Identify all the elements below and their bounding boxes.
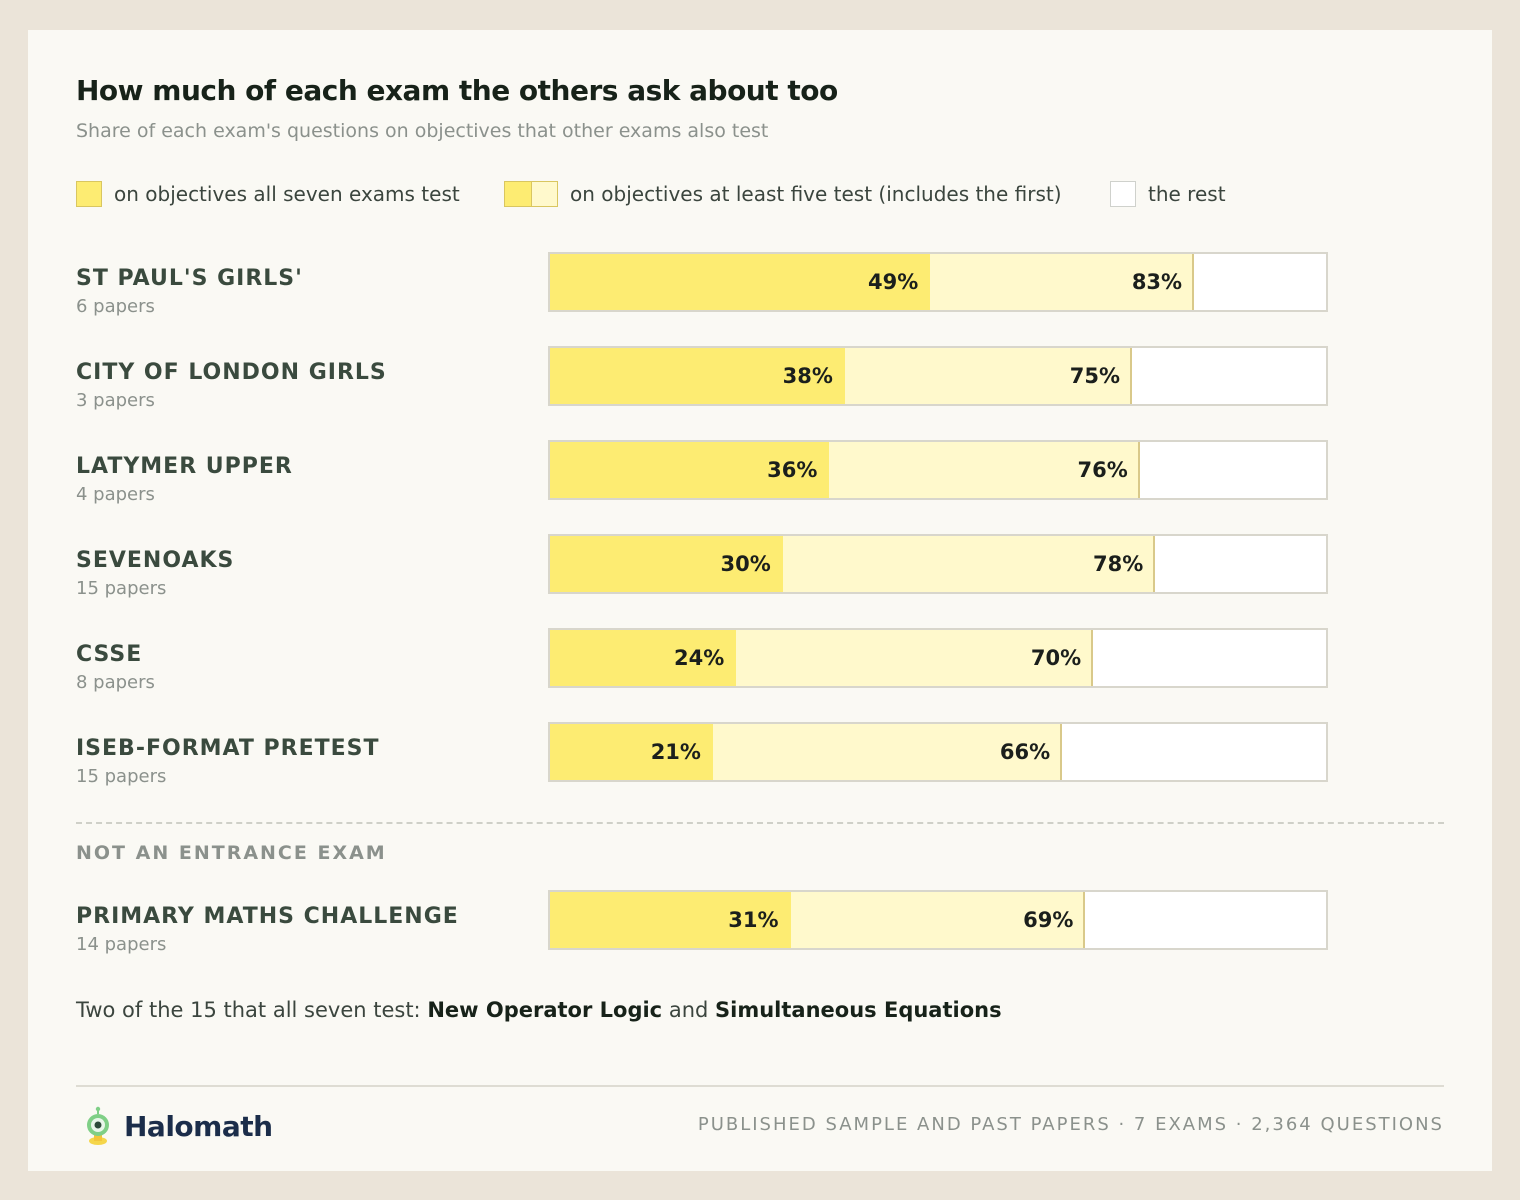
bar-track: 21% 66% (548, 722, 1328, 782)
data-label-all: 24% (673, 646, 725, 670)
data-label-five: 78% (1093, 552, 1144, 576)
data-label-all: 36% (767, 458, 818, 482)
bar-row-primary-maths-challenge: PRIMARY MATHS CHALLENGE 14 papers 31% 69% (76, 890, 1328, 964)
brand-logo: Halomath (82, 1106, 273, 1146)
row-paper-count: 4 papers (76, 484, 155, 505)
row-label: ISEB-FORMAT PRETEST (76, 736, 380, 761)
legend-label-all: on objectives all seven exams test (114, 182, 460, 206)
row-paper-count: 8 papers (76, 672, 155, 693)
footer-meta: PUBLISHED SAMPLE AND PAST PAPERS · 7 EXA… (697, 1114, 1444, 1135)
data-label-all: 49% (867, 270, 919, 294)
chart-card: How much of each exam the others ask abo… (28, 30, 1492, 1171)
legend-item-rest: the rest (1110, 180, 1226, 208)
bar-row-city-of-london-girls: CITY OF LONDON GIRLS 3 papers 38% 75% (76, 346, 1328, 420)
bar-segment-all (550, 254, 931, 310)
footnote-prefix: Two of the 15 that all seven test: (76, 998, 421, 1022)
bar-row-iseb-format-pretest: ISEB-FORMAT PRETEST 15 papers 21% 66% (76, 722, 1328, 796)
row-paper-count: 15 papers (76, 766, 167, 787)
row-label: CITY OF LONDON GIRLS (76, 360, 387, 385)
data-label-five: 70% (1030, 646, 1082, 670)
bar-track: 36% 76% (548, 440, 1328, 500)
data-label-five: 83% (1131, 270, 1183, 294)
row-paper-count: 14 papers (76, 934, 167, 955)
footnote-item-2: Simultaneous Equations (715, 998, 1002, 1022)
footnote-item-1: New Operator Logic (427, 998, 663, 1022)
bar-row-csse: CSSE 8 papers 24% 70% (76, 628, 1328, 702)
row-label: CSSE (76, 642, 143, 667)
footer-divider (76, 1085, 1444, 1087)
data-label-all: 30% (720, 552, 771, 576)
bar-segment-all (550, 630, 737, 686)
data-label-all: 21% (650, 740, 701, 764)
row-paper-count: 3 papers (76, 390, 155, 411)
row-paper-count: 6 papers (76, 296, 155, 317)
legend-label-five: on objectives at least five test (includ… (570, 182, 1062, 206)
bar-row-sevenoaks: SEVENOAKS 15 papers 30% 78% (76, 534, 1328, 608)
legend-label-rest: the rest (1148, 182, 1226, 206)
bar-segment-all (550, 442, 830, 498)
row-paper-count: 15 papers (76, 578, 167, 599)
bar-track: 49% 83% (548, 252, 1328, 312)
section-label: NOT AN ENTRANCE EXAM (76, 842, 387, 864)
chart-title: How much of each exam the others ask abo… (76, 74, 838, 107)
data-label-five: 75% (1069, 364, 1120, 388)
legend-swatch-rest (1110, 181, 1136, 207)
row-label: ST PAUL'S GIRLS' (76, 266, 303, 291)
footnote: Two of the 15 that all seven test: New O… (76, 998, 1002, 1022)
robot-mascot-icon (87, 1106, 109, 1145)
chart-subtitle: Share of each exam's questions on object… (76, 120, 769, 142)
bar-segment-all (550, 892, 791, 948)
bar-segment-all (550, 724, 713, 780)
bar-track: 30% 78% (548, 534, 1328, 594)
data-label-all: 38% (782, 364, 833, 388)
bar-row-st-paul-s-girls: ST PAUL'S GIRLS' 6 papers 49% 83% (76, 252, 1328, 326)
bar-row-latymer-upper: LATYMER UPPER 4 papers 36% 76% (76, 440, 1328, 514)
footnote-joiner: and (668, 998, 709, 1022)
bar-track: 31% 69% (548, 890, 1328, 950)
legend-swatch-five (504, 181, 558, 207)
legend-item-five: on objectives at least five test (includ… (504, 180, 1062, 208)
legend-swatch-all (76, 181, 102, 207)
bar-segment-all (550, 348, 845, 404)
row-label: PRIMARY MATHS CHALLENGE (76, 904, 459, 929)
data-label-five: 66% (999, 740, 1051, 764)
bar-track: 24% 70% (548, 628, 1328, 688)
section-divider (76, 822, 1444, 824)
row-label: LATYMER UPPER (76, 454, 293, 479)
bar-segment-all (550, 536, 783, 592)
data-label-five: 69% (1023, 908, 1074, 932)
data-label-all: 31% (728, 908, 779, 932)
data-label-five: 76% (1077, 458, 1128, 482)
row-label: SEVENOAKS (76, 548, 235, 573)
bar-track: 38% 75% (548, 346, 1328, 406)
brand-name: Halomath (124, 1109, 273, 1143)
legend-item-all: on objectives all seven exams test (76, 180, 460, 208)
